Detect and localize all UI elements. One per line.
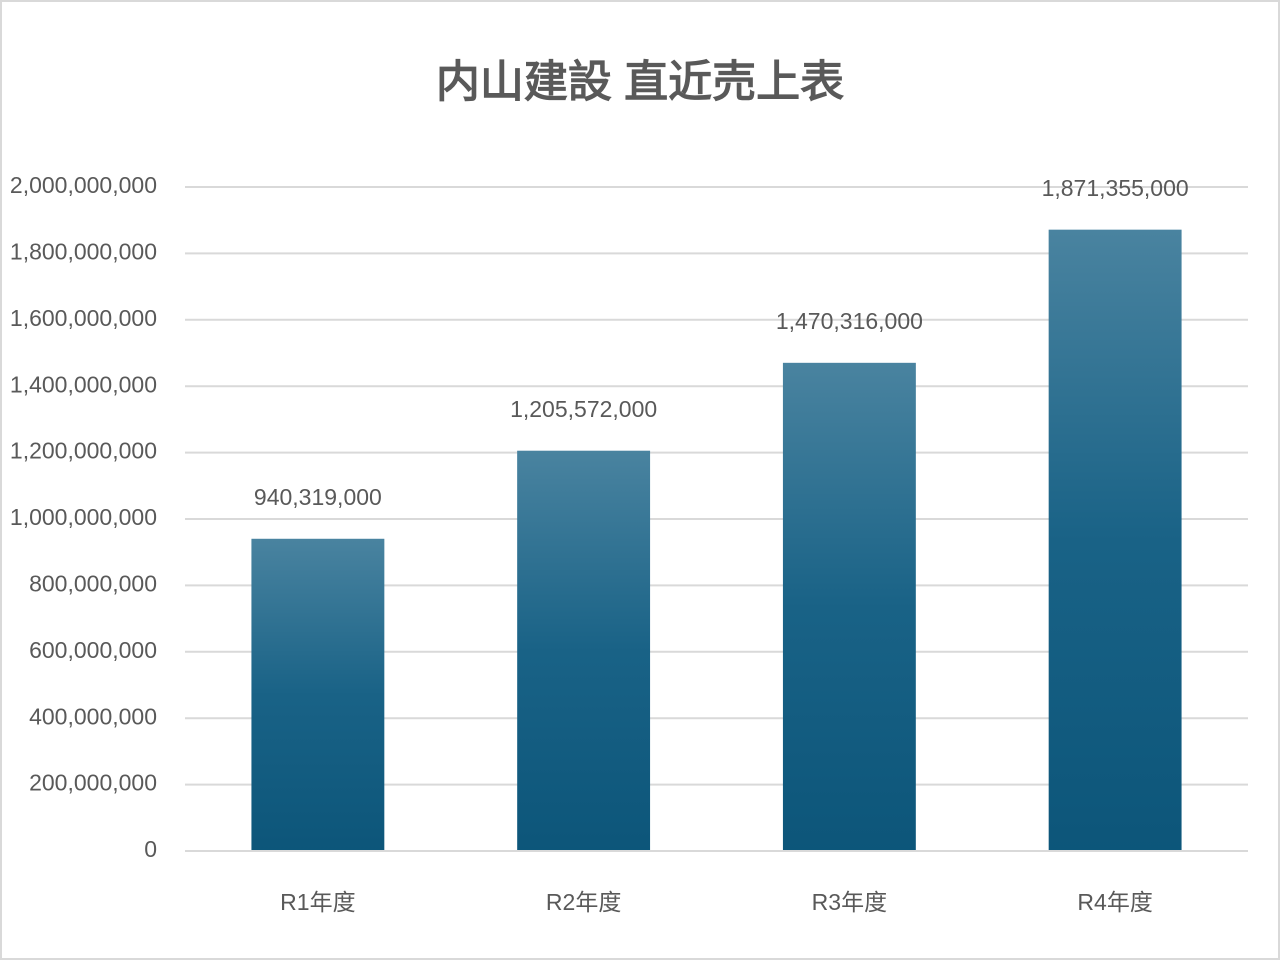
bar-shading [251, 538, 385, 851]
data-label: 1,470,316,000 [776, 308, 923, 334]
data-label: 1,871,355,000 [1042, 175, 1189, 201]
x-tick-label: R4年度 [1077, 889, 1152, 915]
y-tick-label: 1,200,000,000 [10, 438, 157, 464]
y-tick-label: 0 [144, 836, 157, 862]
y-tick-label: 2,000,000,000 [10, 172, 157, 198]
y-tick-label: 400,000,000 [29, 703, 157, 729]
data-label: 940,319,000 [254, 484, 382, 510]
bar-shading [782, 362, 916, 851]
y-tick-label: 1,800,000,000 [10, 238, 157, 264]
y-tick-label: 600,000,000 [29, 637, 157, 663]
bar-shading [517, 450, 651, 851]
y-tick-label: 1,400,000,000 [10, 371, 157, 397]
x-tick-label: R3年度 [812, 889, 887, 915]
x-tick-label: R1年度 [280, 889, 355, 915]
y-tick-label: 1,000,000,000 [10, 504, 157, 530]
y-tick-label: 1,600,000,000 [10, 305, 157, 331]
bar-shading [1048, 229, 1182, 851]
y-tick-label: 800,000,000 [29, 570, 157, 596]
data-label: 1,205,572,000 [510, 396, 657, 422]
chart-title: 内山建設 直近売上表 [436, 58, 844, 107]
x-tick-label: R2年度 [546, 889, 621, 915]
y-tick-label: 200,000,000 [29, 770, 157, 796]
